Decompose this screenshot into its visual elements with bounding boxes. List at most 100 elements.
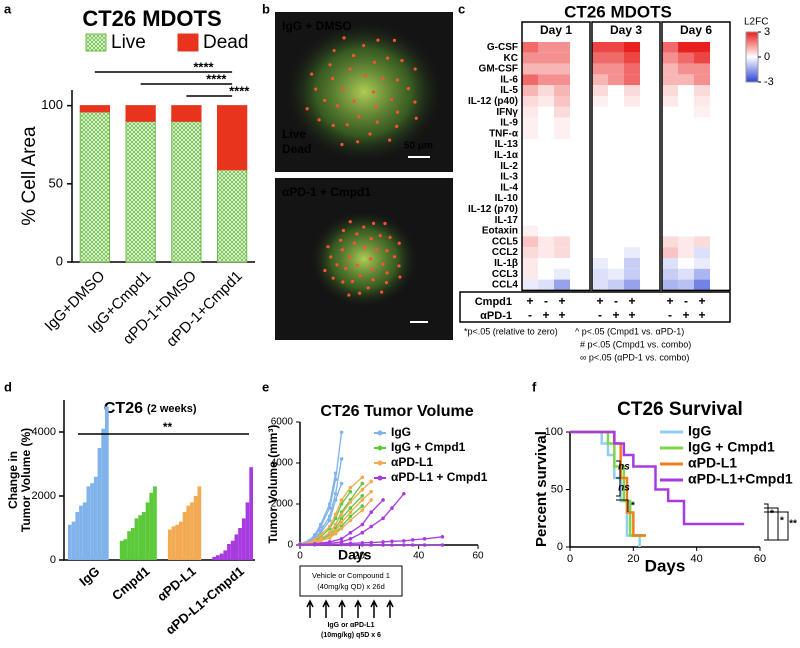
heat-cell <box>522 182 538 194</box>
heat-cell <box>694 268 710 280</box>
heat-cell <box>554 193 570 204</box>
heat-cell <box>522 236 538 248</box>
heat-cell <box>592 160 608 172</box>
mouse-point <box>360 508 365 512</box>
footer-sign: - <box>614 294 618 308</box>
chart-subtitle: (2 weeks) <box>147 403 197 415</box>
legend-swatch <box>377 445 383 451</box>
footer-label: αPD-1 <box>480 310 512 322</box>
heat-cell <box>624 236 640 248</box>
dead-cell <box>352 99 356 103</box>
heat-cell <box>694 63 710 75</box>
mouse-point <box>360 487 365 492</box>
heat-cell <box>662 85 678 96</box>
heat-cell <box>592 96 608 107</box>
significance-label: ns <box>618 483 630 494</box>
group-frame <box>661 21 731 292</box>
bar <box>153 486 157 560</box>
bar <box>216 555 220 560</box>
heat-cell <box>522 279 538 291</box>
heat-cell <box>554 236 570 248</box>
dead-cell <box>335 104 340 108</box>
heat-cell <box>678 96 694 107</box>
heat-cell <box>592 258 608 269</box>
colorbar-title: L2FC <box>744 17 768 28</box>
heat-cell <box>624 117 640 129</box>
mouse-point <box>339 498 344 502</box>
heat-cell <box>608 117 624 129</box>
mouse-point <box>381 498 385 502</box>
schedule-box <box>299 565 403 597</box>
legend-label: IgG + Cmpd1 <box>391 440 466 454</box>
y-tick-label: 2000 <box>271 499 294 510</box>
heat-cell <box>678 85 694 96</box>
heat-cell <box>662 182 678 194</box>
heat-cell <box>554 128 570 140</box>
dead-cell <box>388 235 392 239</box>
row-label: IL-1β <box>494 258 518 269</box>
heat-cell <box>554 52 570 64</box>
dead-cell <box>395 78 399 82</box>
mouse-point <box>348 514 353 519</box>
mouse-point <box>318 538 323 543</box>
heat-cell <box>662 214 678 226</box>
colorbar <box>745 31 759 83</box>
chart-title: CT26 Survival <box>617 399 743 420</box>
footer-sign: + <box>612 308 619 322</box>
heat-cell <box>608 268 624 280</box>
mouse-point <box>360 543 365 547</box>
row-label: IL-6 <box>500 74 518 85</box>
heat-cell <box>522 106 538 118</box>
bar <box>223 550 228 560</box>
heat-cell <box>624 150 640 161</box>
dose-arrow <box>386 599 394 618</box>
heat-cell <box>608 171 624 183</box>
heat-cell <box>694 279 710 291</box>
panel-label: a <box>4 1 12 16</box>
heat-cell <box>608 236 624 248</box>
footnote: *p<.05 (relative to zero) <box>464 326 558 336</box>
heat-cell <box>624 74 640 86</box>
mouse-point <box>348 510 353 514</box>
heat-cell <box>538 204 554 215</box>
chart-title: CT26 MDOTS <box>564 2 672 21</box>
heat-cell <box>538 74 554 86</box>
heat-cell <box>592 171 608 183</box>
heat-cell <box>694 106 710 118</box>
dead-cell <box>368 132 372 136</box>
significance-bracket <box>764 503 789 541</box>
heat-cell <box>678 42 694 53</box>
heat-cell <box>694 236 710 248</box>
row-label: G-CSF <box>487 42 518 53</box>
x-tick-label: 0 <box>297 551 303 562</box>
heat-cell <box>554 42 570 53</box>
heat-cell <box>662 96 678 107</box>
legend-label: Dead <box>203 32 248 53</box>
y-axis-label: Percent survival <box>533 431 550 547</box>
mouse-point <box>422 537 427 541</box>
mouse-point <box>327 524 332 529</box>
mouse-point <box>339 457 344 461</box>
heat-cell <box>554 117 570 129</box>
heat-cell <box>608 139 624 150</box>
heat-cell <box>592 139 608 150</box>
heat-cell <box>608 247 624 258</box>
dead-cell <box>356 140 360 144</box>
heat-cell <box>694 42 710 53</box>
heat-cell <box>678 63 694 75</box>
heat-cell <box>522 247 538 258</box>
heat-cell <box>624 204 640 215</box>
legend-label: αPD-L1 + Cmpd1 <box>391 470 488 484</box>
heat-cell <box>554 182 570 194</box>
bar <box>167 529 172 560</box>
dead-cell <box>323 98 327 103</box>
row-label: CCL2 <box>492 247 519 258</box>
significance-label: **** <box>206 71 227 86</box>
bar <box>82 502 87 560</box>
bar <box>71 521 76 560</box>
legend-swatch <box>85 33 107 52</box>
heat-cell <box>678 268 694 280</box>
row-label: IL-10 <box>495 193 519 204</box>
x-tick-label: αPD-L1 <box>154 563 199 604</box>
heat-cell <box>608 96 624 107</box>
